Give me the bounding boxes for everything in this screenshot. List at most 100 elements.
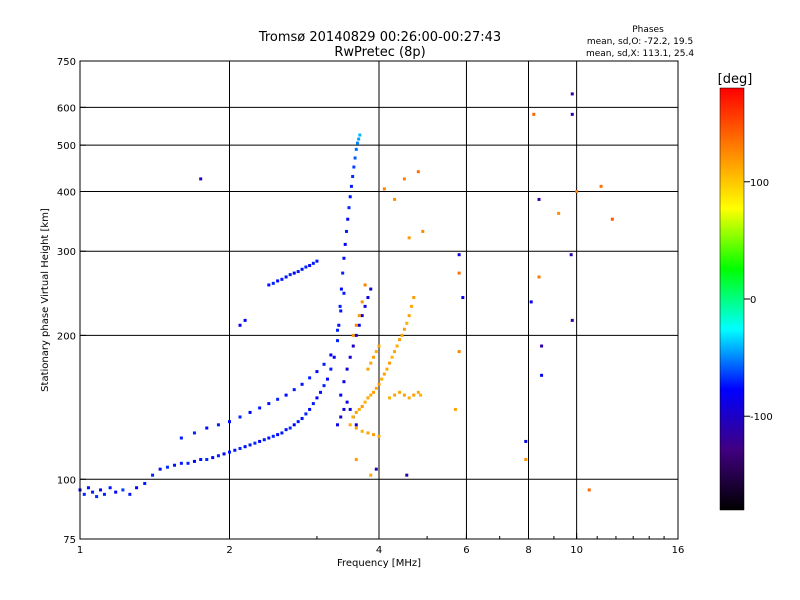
data-point [351,333,355,337]
data-point [243,318,247,322]
x-tick-label: 4 [376,545,382,556]
data-point [199,177,203,181]
data-point [267,436,271,440]
data-point [304,412,308,416]
data-point [91,490,95,494]
data-point [342,380,346,384]
data-point [216,423,220,427]
data-point [374,386,378,390]
data-point [114,490,118,494]
data-point [570,318,574,322]
data-point [372,433,376,437]
data-point [296,420,300,424]
data-point [366,367,370,371]
data-point [360,429,364,433]
data-point [329,367,333,371]
colorbar-tick-label: 0 [750,295,756,306]
data-point [393,350,397,354]
data-point [319,390,323,394]
data-point [192,431,196,435]
data-point [461,296,465,300]
data-point [402,393,406,397]
data-point [339,287,343,291]
data-point [374,467,378,471]
data-point [348,355,352,359]
data-point [419,393,423,397]
data-point [575,189,579,193]
data-point [322,362,326,366]
data-point [351,415,355,419]
data-point [540,344,544,348]
data-point [199,457,203,461]
data-point [341,271,345,275]
legend-line-x: mean, sd,X: 113.1, 25.4 [586,49,694,59]
data-point [288,273,292,277]
data-point [228,450,231,454]
data-point [338,304,342,308]
data-point [284,393,288,397]
data-point [342,407,346,411]
data-point [382,372,386,376]
x-tick-label: 10 [570,545,583,556]
data-point [308,264,312,268]
data-point [363,283,367,287]
data-point [388,361,392,365]
data-point [372,355,376,359]
data-point [390,355,394,359]
data-point [407,396,411,400]
data-point [372,390,376,394]
data-point [363,400,367,404]
data-point [557,211,561,215]
data-point [284,428,288,432]
data-point [339,415,343,419]
y-tick-label: 400 [57,187,76,198]
y-tick-label: 750 [57,57,76,68]
data-point [348,423,352,427]
data-point [570,92,574,96]
data-point [280,277,284,281]
data-point [267,283,271,287]
data-point [292,388,296,392]
data-point [271,281,275,285]
y-tick-label: 100 [57,475,76,486]
data-point [352,165,356,169]
data-point [610,217,614,221]
data-point [304,265,308,269]
data-point [453,407,457,411]
data-point [524,439,528,443]
data-point [412,393,416,397]
data-point [355,141,359,145]
data-point [186,461,190,465]
data-point [179,461,183,465]
legend-header: Phases [632,25,664,35]
data-point [348,407,352,411]
data-point [238,446,242,450]
x-tick-label: 8 [525,545,531,556]
data-point [385,367,389,371]
data-point [347,206,351,210]
data-point [398,338,402,342]
data-point [457,253,461,257]
data-point [382,187,386,191]
data-point [311,261,315,265]
data-point [416,390,420,394]
y-tick-label: 300 [57,247,76,258]
data-point [360,314,364,318]
data-point [248,410,252,414]
data-point [258,406,262,410]
data-point [377,382,381,386]
data-point [336,423,340,427]
data-point [354,457,358,461]
data-point [315,370,319,374]
data-point [360,300,364,304]
data-point [276,279,280,283]
data-point [322,384,326,388]
data-point [360,404,364,408]
data-point [192,459,196,463]
data-points [78,92,614,499]
data-point [128,492,132,496]
data-point [292,423,296,427]
data-point [369,361,373,365]
data-point [354,426,358,430]
